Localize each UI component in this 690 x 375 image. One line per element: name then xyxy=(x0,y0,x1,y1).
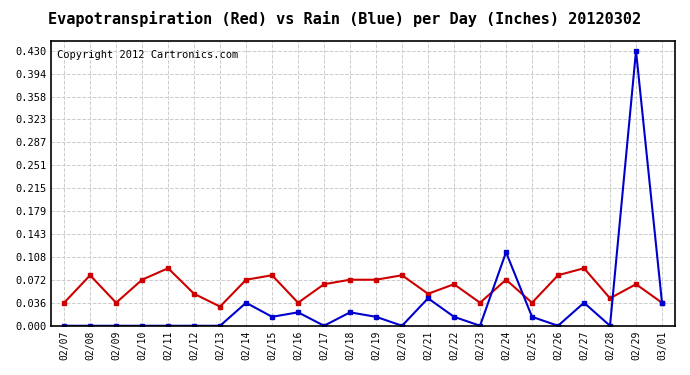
Text: Evapotranspiration (Red) vs Rain (Blue) per Day (Inches) 20120302: Evapotranspiration (Red) vs Rain (Blue) … xyxy=(48,11,642,27)
Text: Copyright 2012 Cartronics.com: Copyright 2012 Cartronics.com xyxy=(57,50,239,60)
